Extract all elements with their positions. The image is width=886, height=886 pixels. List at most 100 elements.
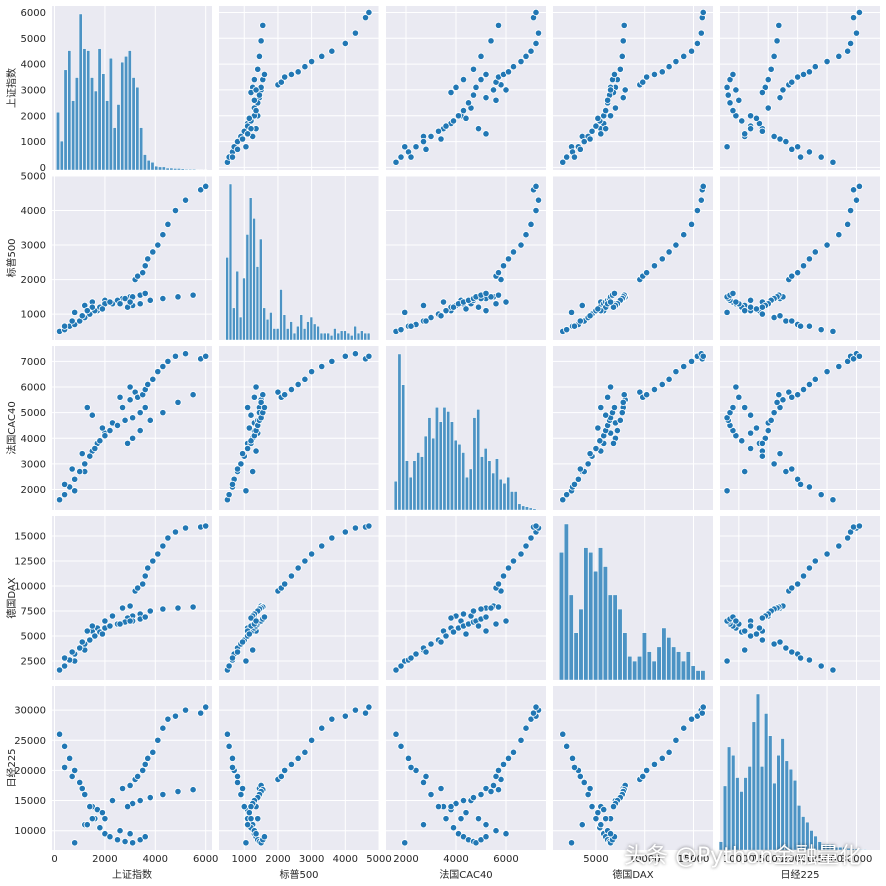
scatter-point [724, 91, 732, 99]
scatter-point [141, 289, 149, 297]
histogram-bar [109, 58, 113, 171]
scatter-point [578, 821, 586, 829]
histogram-bar [788, 769, 793, 851]
scatter-point [76, 644, 84, 652]
scatter-point [746, 112, 755, 120]
scatter-point [449, 824, 458, 832]
histogram-bar [632, 660, 637, 681]
scatter-point [527, 47, 535, 55]
scatter-point [60, 763, 69, 771]
scatter-point [121, 416, 129, 424]
scatter-point [610, 403, 619, 412]
scatter-point [108, 612, 117, 620]
histogram-bar [150, 162, 155, 171]
histogram-bar [63, 69, 68, 171]
scatter-point [419, 821, 428, 829]
scatter-point [174, 787, 182, 796]
scatter-point [238, 450, 247, 458]
histogram-bar [780, 738, 785, 851]
scatter-point [419, 301, 428, 310]
histogram-bar [656, 646, 662, 681]
scatter-point [764, 426, 772, 435]
scatter-point [584, 790, 592, 799]
scatter-point [144, 754, 152, 762]
histogram-bar [510, 491, 514, 511]
scatter-point [404, 754, 413, 762]
scatter-point [106, 298, 114, 306]
scatter-point [245, 630, 253, 638]
y-tick-label: 4000 [21, 434, 46, 445]
scatter-point [308, 736, 316, 744]
histogram-bar [329, 335, 334, 341]
scatter-point [597, 130, 605, 138]
y-axis-label: 日经225 [5, 748, 18, 787]
panel-3-1 [219, 516, 380, 680]
y-tick-label: 0 [40, 163, 46, 174]
histogram-bar [588, 552, 594, 681]
scatter-point [580, 778, 588, 787]
scatter-point [287, 70, 296, 79]
scatter-point [66, 754, 74, 762]
histogram-bar [747, 766, 752, 851]
histogram-bar [805, 821, 810, 851]
scatter-point [594, 114, 602, 122]
scatter-point [71, 839, 79, 847]
scatter-point [758, 303, 766, 311]
scatter-point [422, 317, 430, 325]
scatter-point [259, 21, 267, 29]
histogram-bar [731, 755, 736, 851]
panel-0-3 [553, 6, 713, 170]
scatter-point [254, 65, 262, 73]
scatter-point [247, 125, 255, 133]
scatter-point [504, 754, 513, 762]
panel-1-0 [52, 175, 212, 340]
panel-2-2 [386, 346, 546, 511]
scatter-point [277, 78, 285, 86]
scatter-point [788, 393, 796, 401]
histogram-bar [228, 183, 233, 341]
scatter-point [494, 580, 503, 588]
y-axis-label: 德国DAX [5, 577, 18, 618]
scatter-point [752, 114, 761, 122]
histogram-bar [363, 332, 367, 341]
scatter-point [492, 620, 500, 628]
x-tick-label: 10000 [629, 854, 661, 865]
scatter-point [606, 86, 615, 94]
scatter-point [116, 393, 124, 401]
x-tick-label: 25000 [811, 854, 843, 865]
scatter-point [482, 94, 490, 102]
scatter-point [237, 460, 245, 468]
scatter-point [672, 368, 680, 376]
histogram-bar [483, 448, 488, 511]
y-tick-label: 2500 [21, 657, 46, 668]
scatter-point [318, 362, 326, 371]
scatter-point [494, 21, 503, 29]
histogram-bar [776, 755, 781, 851]
scatter-point [78, 312, 86, 320]
scatter-point [732, 298, 740, 306]
scatter-point [817, 491, 825, 499]
histogram-bar [252, 218, 256, 341]
scatter-point [422, 772, 430, 781]
scatter-point [509, 63, 518, 71]
x-axis-label: 日经225 [780, 868, 819, 881]
scatter-point [494, 269, 503, 277]
scatter-point [136, 796, 144, 805]
scatter-point [454, 112, 463, 120]
scatter-point [779, 396, 787, 404]
scatter-point [442, 632, 450, 640]
histogram-bar [306, 321, 310, 341]
histogram-bar [846, 848, 851, 851]
scatter-point [522, 724, 530, 732]
scatter-point [522, 542, 530, 550]
panel-0-4 [720, 6, 880, 170]
scatter-point [139, 580, 147, 588]
scatter-point [96, 437, 104, 445]
scatter-point [126, 781, 134, 790]
panel-background [52, 346, 212, 510]
scatter-point [149, 375, 157, 383]
scatter-point [532, 522, 540, 530]
scatter-point [328, 357, 336, 365]
scatter-point [116, 300, 124, 308]
scatter-point [613, 426, 621, 435]
